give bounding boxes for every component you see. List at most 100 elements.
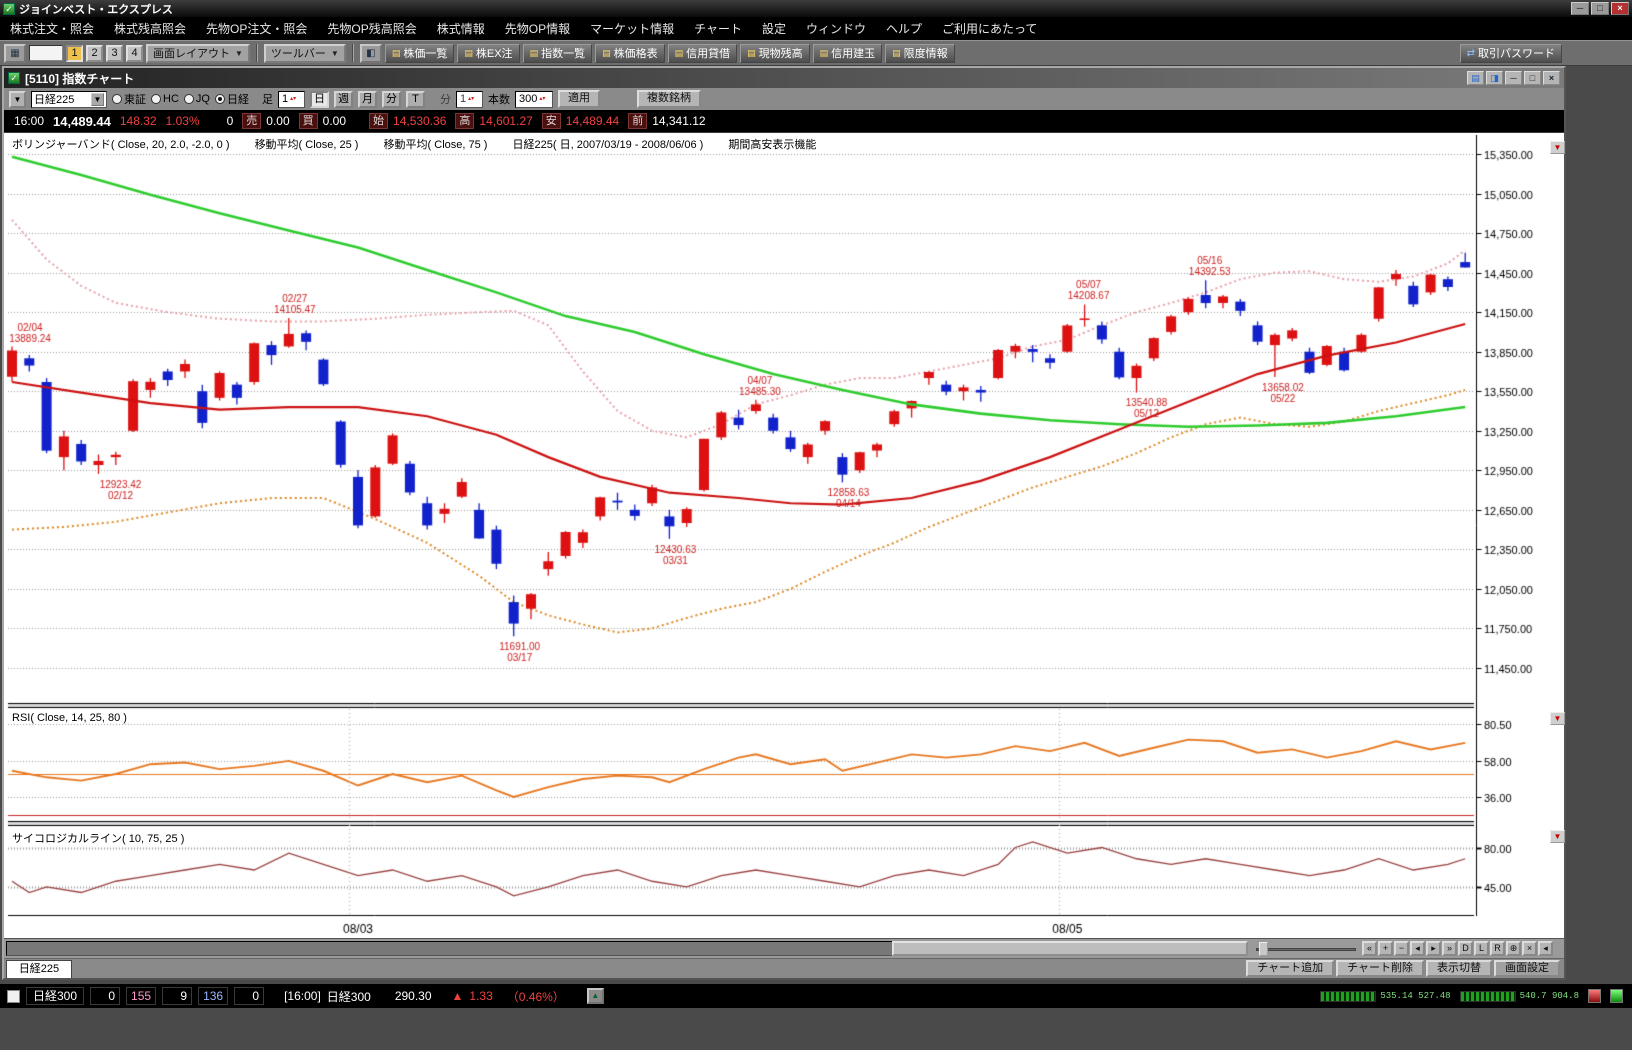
copy-window-icon[interactable]: ◨ — [1486, 71, 1503, 85]
period-week-button[interactable]: 週 — [333, 90, 353, 108]
chart-close-button[interactable]: × — [1543, 71, 1560, 85]
status-cell: 155 — [126, 987, 157, 1005]
margin-position-button[interactable]: ▤ 信用建玉 — [812, 43, 883, 63]
menu-window[interactable]: ウィンドウ — [806, 22, 867, 36]
scrollbar-thumb[interactable] — [892, 941, 1248, 956]
scroll-left-button[interactable]: ◂ — [1410, 941, 1425, 956]
cash-balance-button[interactable]: ▤ 現物残高 — [740, 43, 810, 63]
menu-market-info[interactable]: マーケット情報 — [590, 22, 675, 36]
chart-tab-row: 日経225 チャート追加 チャート削除 表示切替 画面設定 — [4, 958, 1564, 978]
index-select[interactable]: 日経300 — [26, 987, 85, 1005]
period-day-button[interactable]: 日 — [309, 90, 329, 108]
scroll-start-button[interactable]: « — [1362, 941, 1377, 956]
trade-password-button[interactable]: ⇄ 取引パスワード — [1459, 43, 1562, 63]
zoom-slider-thumb[interactable] — [1259, 942, 1268, 956]
chevron-down-icon: ▼ — [235, 48, 243, 58]
legend-bollinger: ボリンジャーバンド( Close, 20, 2.0, -2.0, 0 ) — [12, 139, 230, 151]
delete-chart-button[interactable]: チャート削除 — [1336, 960, 1424, 977]
menu-help[interactable]: ヘルプ — [886, 22, 923, 36]
reset-button[interactable]: R — [1490, 941, 1505, 956]
ashi-stepper[interactable]: 1 ▴▾ — [277, 90, 305, 108]
menu-futures-balance[interactable]: 先物OP残高照会 — [327, 22, 417, 36]
prev-close-label: 前 — [628, 113, 648, 129]
rsi-panel-menu-button[interactable]: ▼ — [1550, 712, 1565, 725]
menu-futures-order[interactable]: 先物OP注文・照会 — [206, 22, 308, 36]
market-radio-hc[interactable]: HC — [151, 93, 179, 105]
layout-grid-icon[interactable]: ▦ — [4, 43, 26, 63]
price-board-button[interactable]: ▤ 株価格表 — [595, 43, 665, 63]
index-list-button[interactable]: ▤ 指数一覧 — [522, 43, 593, 63]
candlestick-chart-canvas[interactable] — [4, 133, 1564, 939]
apply-button[interactable]: 適用 — [557, 90, 600, 108]
chart-action-buttons: チャート追加 チャート削除 表示切替 画面設定 — [1246, 960, 1560, 977]
print-icon[interactable]: ▤ — [1467, 71, 1484, 85]
status-index-pct: （0.46%） — [506, 989, 565, 1004]
layout-3-button[interactable]: 3 — [106, 44, 123, 62]
multi-symbol-button[interactable]: 複数銘柄 — [636, 90, 701, 108]
layout-4-button[interactable]: 4 — [126, 44, 143, 62]
log-scale-button[interactable]: L — [1474, 941, 1489, 956]
spinner-icon[interactable]: ▴▾ — [468, 95, 475, 102]
main-panel-menu-button[interactable]: ▼ — [1550, 141, 1565, 154]
chart-area[interactable]: ボリンジャーバンド( Close, 20, 2.0, -2.0, 0 ) 移動平… — [4, 132, 1565, 939]
market-radio-nikkei[interactable]: 日経 — [214, 91, 249, 107]
margin-loan-button[interactable]: ▤ 信用貸借 — [667, 43, 738, 63]
period-tick-button[interactable]: T — [405, 90, 425, 108]
zoom-in-button[interactable]: + — [1378, 941, 1393, 956]
menubar: 株式注文・照会 株式残高照会 先物OP注文・照会 先物OP残高照会 株式情報 先… — [0, 17, 1632, 40]
market-radio-tse[interactable]: 東証 — [112, 91, 146, 107]
collapse-button[interactable]: ◂ — [1538, 941, 1553, 956]
menu-stock-balance[interactable]: 株式残高照会 — [114, 22, 187, 36]
menu-chart[interactable]: チャート — [694, 22, 742, 36]
layout-1-button[interactable]: 1 — [66, 44, 83, 62]
high-value: 14,601.27 — [479, 114, 533, 128]
scroll-end-button[interactable]: » — [1442, 941, 1457, 956]
menu-futures-info[interactable]: 先物OP情報 — [504, 22, 571, 36]
data-mode-button[interactable]: D — [1458, 941, 1473, 956]
minimize-button[interactable]: ─ — [1571, 2, 1589, 15]
zoom-slider[interactable] — [1256, 942, 1356, 956]
up-arrow-icon: ▲ — [451, 989, 464, 1003]
toolbar-separator — [351, 44, 354, 62]
symbol-history-dropdown[interactable]: ▼ — [9, 90, 26, 108]
menu-stock-info[interactable]: 株式情報 — [436, 22, 485, 36]
clear-button[interactable]: × — [1522, 941, 1537, 956]
layout-2-button[interactable]: 2 — [86, 44, 103, 62]
minute-stepper[interactable]: 1 ▴▾ — [455, 90, 483, 108]
chart-minimize-button[interactable]: ─ — [1505, 71, 1522, 85]
zoom-out-button[interactable]: − — [1394, 941, 1409, 956]
status-index-change: 1.33 — [469, 989, 493, 1003]
add-chart-button[interactable]: チャート追加 — [1246, 960, 1335, 977]
bars-stepper[interactable]: 300 ▴▾ — [514, 90, 553, 108]
psych-panel-menu-button[interactable]: ▼ — [1550, 830, 1565, 843]
legend-ma25: 移動平均( Close, 25 ) — [254, 139, 359, 151]
scroll-right-button[interactable]: ▸ — [1426, 941, 1441, 956]
stock-list-button[interactable]: ▤ 株価一覧 — [384, 43, 455, 63]
toolbar-dropdown[interactable]: ツールバー ▼ — [263, 43, 346, 63]
expand-panel-button[interactable]: ▲ — [586, 988, 604, 1004]
symbol-select[interactable]: 日経225 ▼ — [31, 90, 107, 108]
limit-info-button[interactable]: ▤ 限度情報 — [885, 43, 955, 63]
menu-stock-order[interactable]: 株式注文・照会 — [10, 22, 95, 36]
chart-maximize-button[interactable]: □ — [1524, 71, 1541, 85]
magnifier-icon[interactable]: ⊕ — [1506, 941, 1521, 956]
period-month-button[interactable]: 月 — [357, 90, 377, 108]
maximize-button[interactable]: □ — [1591, 2, 1609, 15]
screen-settings-button[interactable]: 画面設定 — [1494, 960, 1560, 977]
period-minute-button[interactable]: 分 — [381, 90, 401, 108]
close-button[interactable]: × — [1611, 2, 1629, 15]
status-checkbox[interactable] — [7, 989, 20, 1003]
screen-layout-dropdown[interactable]: 画面レイアウト ▼ — [146, 43, 250, 63]
chart-window-titlebar[interactable]: ✓ [5110] 指数チャート ▤ ◨ ─ □ × — [4, 68, 1564, 88]
toggle-view-button[interactable]: 表示切替 — [1426, 960, 1492, 977]
market-radio-jq[interactable]: JQ — [183, 93, 210, 105]
menu-usage[interactable]: ご利用にあたって — [942, 22, 1038, 36]
tab-nikkei225[interactable]: 日経225 — [6, 959, 72, 978]
status-cell: 0 — [234, 987, 265, 1005]
menu-settings[interactable]: 設定 — [761, 22, 786, 36]
spinner-icon[interactable]: ▴▾ — [290, 95, 297, 102]
spinner-icon[interactable]: ▴▾ — [539, 95, 546, 102]
split-columns-icon[interactable]: ◧ — [359, 43, 382, 63]
meter-values: 535.14 527.48 — [1380, 991, 1451, 1001]
stock-ex-order-button[interactable]: ▤ 株EX注 — [457, 43, 520, 63]
